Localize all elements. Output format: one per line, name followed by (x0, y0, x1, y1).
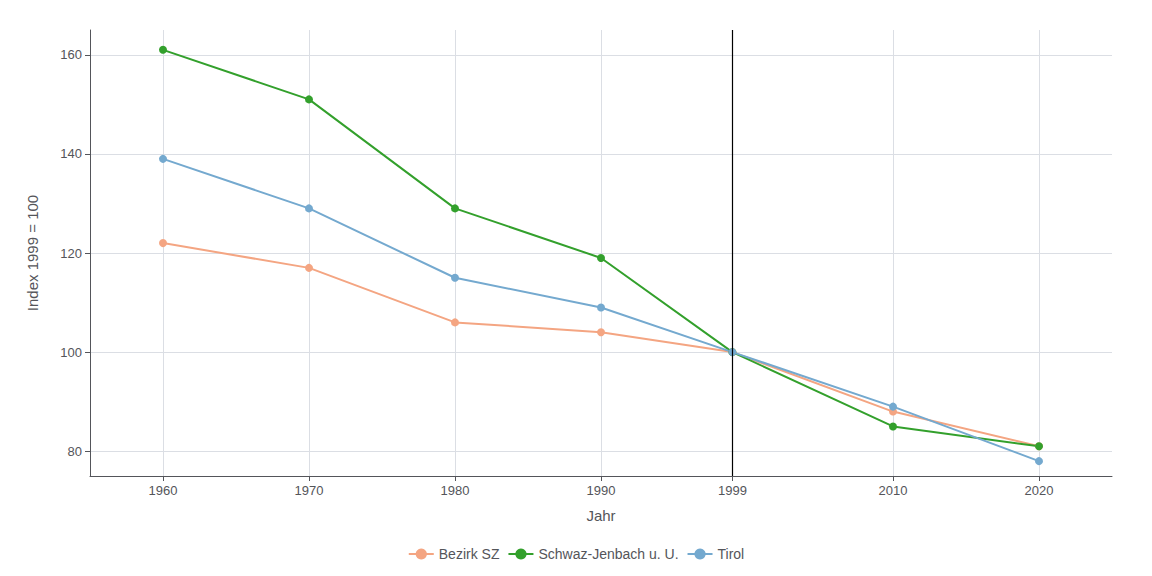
svg-text:Index 1999 = 100: Index 1999 = 100 (24, 195, 41, 311)
svg-text:2010: 2010 (879, 483, 908, 498)
svg-text:1970: 1970 (295, 483, 324, 498)
svg-text:1980: 1980 (441, 483, 470, 498)
svg-text:Bezirk SZ: Bezirk SZ (439, 546, 500, 562)
svg-text:1999: 1999 (718, 483, 747, 498)
svg-text:Schwaz-Jenbach u. U.: Schwaz-Jenbach u. U. (538, 546, 678, 562)
svg-text:1990: 1990 (587, 483, 616, 498)
svg-text:120: 120 (60, 246, 82, 261)
svg-text:100: 100 (60, 345, 82, 360)
svg-text:Tirol: Tirol (718, 546, 745, 562)
svg-text:2020: 2020 (1025, 483, 1054, 498)
svg-text:140: 140 (60, 146, 82, 161)
svg-text:Jahr: Jahr (586, 507, 615, 524)
svg-text:1960: 1960 (149, 483, 178, 498)
svg-text:80: 80 (68, 444, 82, 459)
svg-text:160: 160 (60, 47, 82, 62)
